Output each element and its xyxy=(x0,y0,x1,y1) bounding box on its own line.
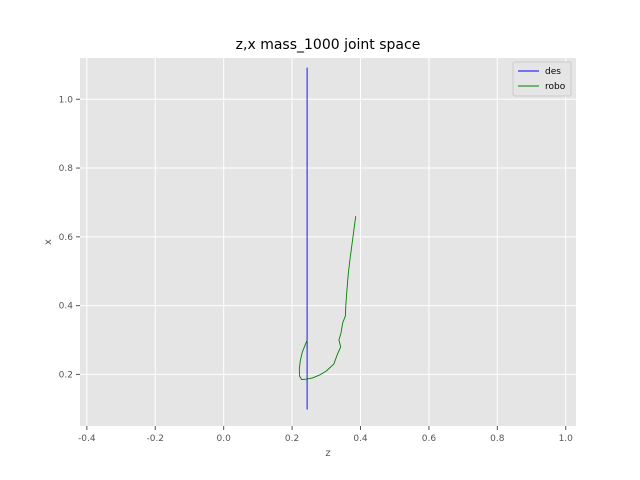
legend-label-des: des xyxy=(545,67,561,77)
x-tick-label: 0.4 xyxy=(353,434,368,444)
x-tick-label: 1.0 xyxy=(559,434,574,444)
x-tick-label: 0.0 xyxy=(217,434,232,444)
x-tick-label: 0.8 xyxy=(490,434,505,444)
ticks: -0.4 -0.2 0.0 0.2 0.4 0.6 0.8 1.0 0.2 0.4 0.6 0.8 1.… xyxy=(59,95,573,444)
legend-label-robo: robo xyxy=(545,82,566,92)
y-tick-label: 1.0 xyxy=(59,95,74,105)
x-tick-label: -0.4 xyxy=(78,434,96,444)
y-tick-label: 0.6 xyxy=(59,233,74,243)
plot-area xyxy=(80,58,576,426)
x-tick-label: -0.2 xyxy=(146,434,164,444)
series-line-robo xyxy=(298,216,357,381)
series-lines xyxy=(298,67,357,410)
grid xyxy=(80,58,576,426)
y-tick-label: 0.4 xyxy=(59,302,74,312)
y-tick-label: 0.2 xyxy=(59,370,73,380)
legend: des robo xyxy=(512,61,572,97)
y-tick-label: 0.8 xyxy=(59,164,74,174)
y-axis-label: x xyxy=(43,239,54,245)
x-axis-label: z xyxy=(325,448,330,459)
x-tick-label: 0.2 xyxy=(285,434,299,444)
x-tick-label: 0.6 xyxy=(422,434,437,444)
chart-title: z,x mass_1000 joint space xyxy=(236,37,421,53)
